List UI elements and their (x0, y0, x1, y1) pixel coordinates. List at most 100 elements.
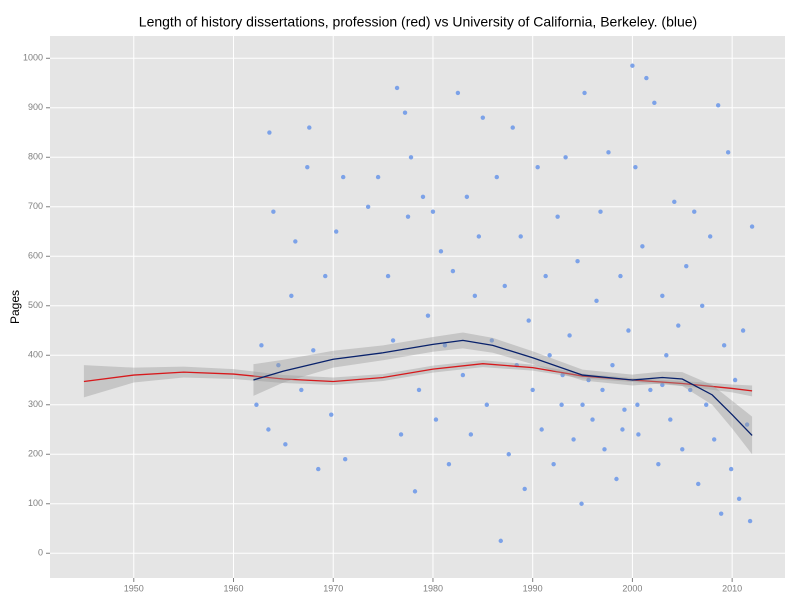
y-axis-label: Pages (8, 290, 22, 324)
point (438, 249, 444, 254)
point (633, 164, 638, 170)
point (506, 452, 511, 457)
point (610, 362, 615, 368)
point (289, 293, 294, 299)
point (636, 432, 641, 437)
point (480, 115, 486, 120)
point (430, 209, 436, 214)
x-tick-label: 1970 (323, 583, 343, 593)
point (749, 224, 755, 229)
point (571, 437, 576, 442)
point (299, 387, 304, 393)
point (704, 402, 709, 407)
point (563, 155, 568, 160)
point (718, 511, 724, 516)
point (394, 85, 400, 91)
point (518, 234, 523, 239)
point (484, 402, 490, 407)
point (579, 501, 584, 506)
point (567, 333, 572, 338)
point (305, 164, 310, 170)
point (390, 338, 396, 343)
point (267, 130, 272, 135)
point (311, 348, 316, 353)
plot-panel (50, 36, 785, 578)
smooth-line (253, 339, 753, 436)
point (420, 194, 426, 200)
x-tick-label: 1980 (423, 583, 443, 593)
point (630, 63, 635, 68)
point (494, 174, 499, 180)
x-tick-label: 1990 (523, 583, 543, 593)
point (664, 353, 669, 358)
chart-title: Length of history dissertations, profess… (139, 14, 697, 30)
point (476, 234, 482, 239)
point (271, 209, 276, 214)
point (620, 427, 625, 432)
point (725, 150, 731, 155)
point (692, 209, 697, 214)
y-tick-label: 500 (28, 300, 43, 310)
point (450, 268, 456, 274)
point (375, 174, 381, 180)
point (329, 412, 334, 417)
y-tick-label: 700 (28, 201, 43, 211)
point (744, 422, 750, 427)
point (711, 437, 717, 442)
point (684, 263, 689, 269)
point (405, 214, 411, 219)
point (721, 343, 727, 348)
point (342, 457, 348, 462)
point (464, 194, 470, 200)
point (543, 273, 548, 279)
point (648, 387, 653, 393)
point (307, 125, 312, 130)
point (600, 387, 605, 393)
point (598, 209, 603, 214)
point (622, 407, 627, 412)
point (715, 103, 721, 108)
point (460, 372, 466, 378)
point (747, 518, 753, 524)
point (472, 293, 478, 299)
point (606, 150, 611, 155)
smooth-line (83, 363, 753, 392)
point (276, 362, 281, 368)
point (334, 229, 339, 234)
point (626, 328, 631, 333)
point (412, 489, 418, 494)
point (660, 293, 665, 299)
point (398, 432, 404, 437)
y-tick-label: 800 (28, 152, 43, 162)
point (385, 273, 391, 279)
point (425, 313, 431, 318)
point (580, 402, 585, 407)
point (732, 377, 738, 383)
point (728, 466, 734, 472)
point (522, 486, 527, 492)
point (680, 447, 685, 452)
point (551, 461, 556, 467)
point (316, 466, 321, 472)
point (582, 90, 587, 96)
point (602, 447, 607, 452)
point (442, 343, 448, 348)
point (402, 110, 408, 115)
point (539, 427, 544, 432)
point (446, 461, 452, 467)
y-tick-label: 0 (38, 548, 43, 558)
point (468, 432, 474, 437)
x-tick-label: 2000 (622, 583, 642, 593)
point (560, 372, 565, 378)
y-tick-label: 900 (28, 102, 43, 112)
point (510, 125, 515, 130)
point (526, 318, 531, 323)
point (535, 164, 540, 170)
point (614, 476, 619, 482)
point (502, 283, 507, 289)
point (708, 234, 713, 239)
point (341, 174, 346, 180)
y-tick-label: 400 (28, 350, 43, 360)
point (635, 402, 640, 407)
